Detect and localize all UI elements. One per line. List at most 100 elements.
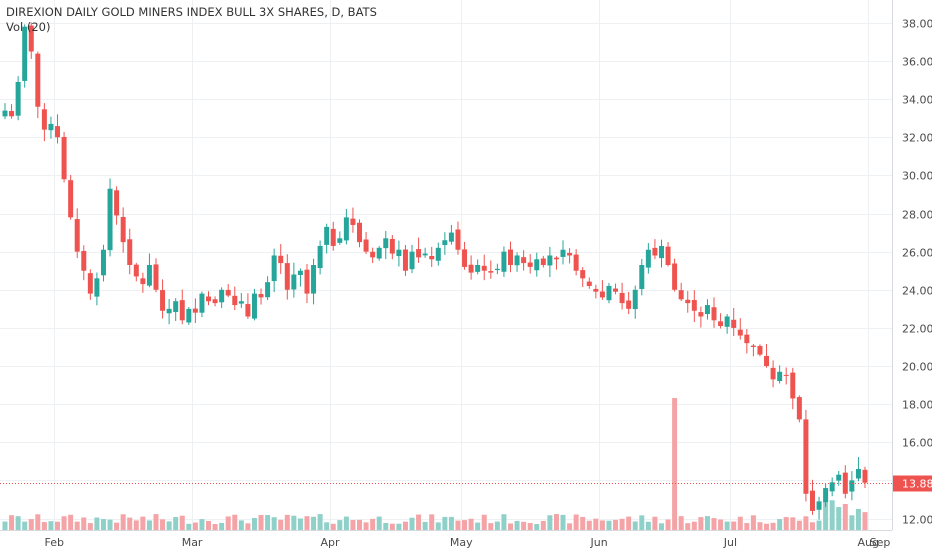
volume-bar	[698, 517, 704, 530]
volume-bar	[238, 520, 244, 530]
candle	[448, 224, 454, 245]
volume-bars	[2, 398, 868, 530]
volume-bar	[691, 521, 697, 530]
volume-bar	[357, 519, 363, 530]
candle	[212, 296, 218, 307]
candle	[691, 290, 697, 323]
volume-bar	[133, 520, 139, 530]
candle	[192, 298, 198, 324]
volume-bar	[81, 517, 87, 530]
volume-bar	[94, 517, 100, 530]
volume-bar	[330, 523, 336, 530]
candle	[402, 245, 408, 276]
candle	[553, 256, 559, 270]
candle	[514, 252, 520, 272]
time-tick-label: May	[450, 536, 473, 549]
candle	[475, 259, 481, 275]
price-tick-label: 18.00	[902, 399, 932, 412]
volume-bar	[731, 521, 737, 530]
price-tick-label: 30.00	[902, 170, 932, 183]
volume-bar	[409, 517, 415, 530]
candle	[790, 367, 796, 410]
volume-bar	[586, 520, 592, 530]
price-axis[interactable]: 12.0014.0016.0018.0020.0022.0024.0026.00…	[902, 18, 932, 527]
candle	[94, 272, 100, 306]
volume-bar	[225, 516, 231, 530]
volume-bar	[278, 519, 284, 530]
volume-bar	[750, 515, 756, 530]
candle	[343, 208, 349, 245]
volume-bar	[343, 516, 349, 530]
candle	[15, 76, 21, 121]
candle	[68, 175, 74, 220]
volume-bar	[9, 515, 15, 530]
candle	[238, 292, 244, 308]
time-tick-label: Aug	[858, 536, 879, 549]
candle	[540, 255, 546, 268]
candle	[28, 22, 34, 59]
candle	[153, 258, 159, 293]
candle	[271, 248, 277, 293]
volume-bar	[100, 519, 106, 530]
candle	[225, 284, 231, 298]
candle	[711, 297, 717, 328]
candle	[527, 254, 533, 274]
candle	[737, 318, 743, 340]
price-tick-label: 12.00	[902, 514, 932, 527]
price-tick-label: 32.00	[902, 132, 932, 145]
volume-bar	[68, 514, 74, 530]
volume-bar	[87, 523, 93, 530]
volume-bar	[245, 523, 251, 530]
price-tick-label: 16.00	[902, 437, 932, 450]
volume-bar	[475, 522, 481, 530]
symbol-title[interactable]: DIREXION DAILY GOLD MINERS INDEX BULL 3X…	[6, 5, 377, 19]
candle	[81, 245, 87, 281]
candle	[704, 299, 710, 320]
candle	[324, 223, 330, 254]
candle	[311, 258, 317, 305]
candle	[232, 286, 238, 311]
candle	[251, 288, 257, 321]
candle	[186, 306, 192, 325]
candle	[777, 365, 783, 384]
candle	[783, 367, 789, 385]
volume-bar	[120, 514, 126, 530]
volume-bar	[790, 517, 796, 530]
volume-bar	[448, 516, 454, 530]
candle	[652, 239, 658, 260]
volume-bar	[724, 521, 730, 530]
volume-indicator-label[interactable]: Vol (20)	[6, 20, 51, 34]
candle	[291, 262, 297, 298]
volume-bar	[540, 520, 546, 530]
time-tick-label: Sep	[870, 536, 891, 549]
volume-bar	[396, 523, 402, 530]
candle	[350, 207, 356, 233]
candle	[422, 247, 428, 258]
grid-lines	[0, 0, 892, 530]
volume-bar	[514, 520, 520, 530]
volume-bar	[481, 514, 487, 530]
volume-bar	[672, 398, 678, 530]
candle	[140, 272, 146, 293]
volume-bar	[324, 522, 330, 530]
volume-bar	[370, 518, 376, 530]
chart-legend: DIREXION DAILY GOLD MINERS INDEX BULL 3X…	[6, 5, 377, 35]
candle	[199, 291, 205, 318]
candle	[383, 230, 389, 260]
volume-bar	[777, 519, 783, 530]
candle	[507, 241, 513, 273]
candle	[219, 287, 225, 309]
volume-bar	[599, 520, 605, 530]
volume-bar	[494, 521, 500, 530]
volume-bar	[547, 515, 553, 530]
candle	[593, 284, 599, 299]
candle	[74, 208, 80, 259]
candle	[22, 24, 28, 88]
candle	[764, 343, 770, 368]
candle	[658, 239, 664, 268]
candle	[297, 268, 303, 287]
candle	[258, 288, 264, 305]
volume-bar	[350, 520, 356, 530]
